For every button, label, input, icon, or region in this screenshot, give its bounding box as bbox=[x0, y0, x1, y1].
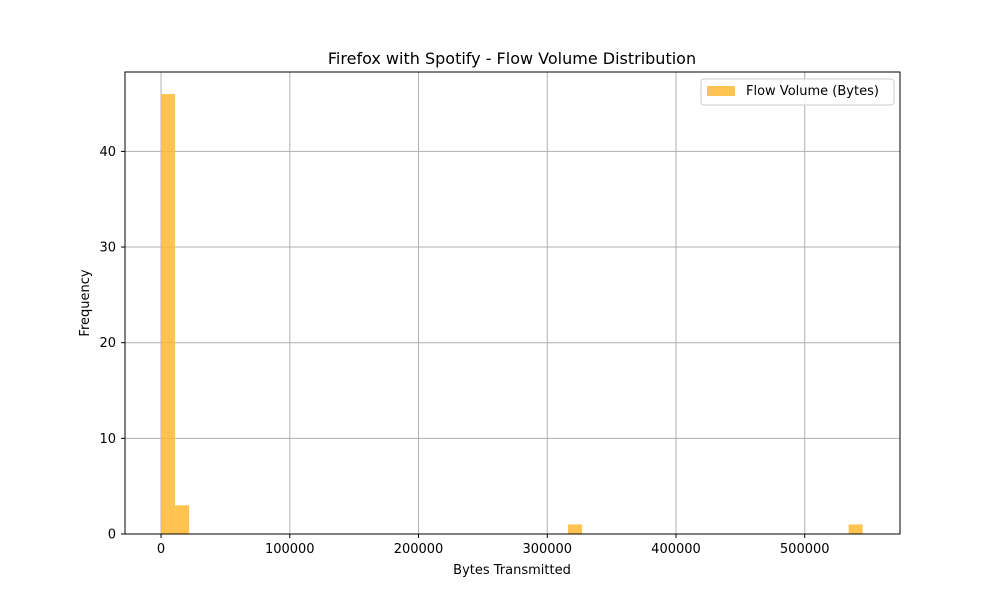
y-tick-label: 40 bbox=[99, 145, 116, 160]
histogram-bar bbox=[161, 94, 176, 534]
x-tick-label: 100000 bbox=[265, 542, 315, 557]
y-axis-ticks: 0 10 20 30 40 bbox=[99, 145, 125, 543]
histogram-bar bbox=[175, 505, 190, 534]
y-tick-label: 30 bbox=[99, 241, 116, 256]
x-tick-label: 200000 bbox=[394, 542, 444, 557]
legend-label: Flow Volume (Bytes) bbox=[746, 84, 879, 99]
histogram-bar bbox=[567, 524, 583, 534]
x-tick-label: 400000 bbox=[651, 542, 701, 557]
x-tick-label: 300000 bbox=[522, 542, 572, 557]
legend-swatch bbox=[707, 86, 735, 96]
histogram-bar bbox=[848, 524, 863, 534]
plot-frame bbox=[124, 71, 901, 535]
x-tick-label: 0 bbox=[157, 542, 165, 557]
y-tick-label: 20 bbox=[99, 336, 116, 351]
histogram-bars bbox=[161, 94, 863, 534]
x-axis-title: Bytes Transmitted bbox=[453, 563, 571, 578]
x-tick-label: 500000 bbox=[780, 542, 830, 557]
y-tick-label: 10 bbox=[99, 432, 116, 447]
x-axis-ticks: 0 100000 200000 300000 400000 500000 bbox=[157, 534, 830, 557]
legend-frame bbox=[700, 78, 895, 106]
grid bbox=[125, 72, 900, 535]
legend: Flow Volume (Bytes) bbox=[700, 78, 895, 106]
chart-title: Firefox with Spotify - Flow Volume Distr… bbox=[328, 49, 696, 68]
y-tick-label: 0 bbox=[108, 528, 116, 543]
y-axis-title: Frequency bbox=[78, 269, 93, 336]
